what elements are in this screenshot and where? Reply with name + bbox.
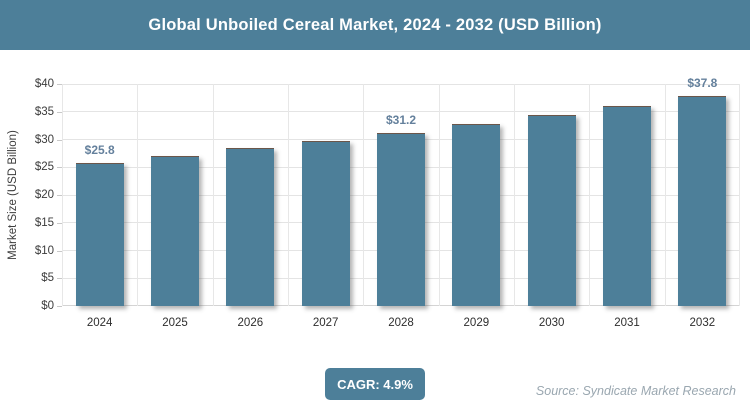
y-tick-label: $40 (34, 78, 54, 90)
y-tick-label: $25 (34, 161, 54, 174)
v-gridline (589, 84, 591, 306)
v-gridline (137, 84, 139, 306)
h-gridline (62, 83, 740, 85)
y-tick-mark (57, 111, 62, 113)
bar-2025 (151, 155, 199, 306)
bar-2029 (452, 123, 501, 306)
plot-area: $25.8 $31.2 $37.8 (62, 76, 740, 306)
data-label-2024: $25.8 (84, 142, 115, 157)
y-tick-mark (57, 306, 62, 307)
bar-2027 (301, 140, 350, 306)
x-tick-label-2031: 2031 (614, 317, 640, 329)
cagr-badge: CAGR: 4.9% (325, 368, 425, 400)
y-tick-mark (57, 84, 62, 85)
data-label-2032: $37.8 (687, 76, 718, 91)
y-tick-label: $30 (34, 133, 54, 146)
y-tick-mark (57, 139, 62, 141)
v-gridline (363, 84, 365, 306)
x-tick-label-2024: 2024 (86, 317, 113, 329)
y-tick-mark (57, 195, 62, 196)
bar-2026 (226, 148, 275, 306)
x-tick-label-2027: 2027 (312, 317, 339, 329)
y-tick-label: $35 (34, 105, 54, 118)
x-tick-label-2029: 2029 (463, 317, 490, 329)
bar-2024 (75, 162, 124, 306)
y-tick-mark (57, 250, 62, 252)
x-tick-label-2026: 2026 (237, 317, 264, 329)
x-tick-label-2028: 2028 (388, 317, 414, 329)
y-tick-mark (57, 167, 62, 169)
y-tick-label: $5 (41, 272, 54, 285)
v-gridline (438, 84, 440, 306)
bar-2032 (678, 96, 727, 306)
h-gridline (62, 111, 740, 113)
v-gridline (212, 84, 214, 306)
v-gridline (514, 84, 515, 306)
y-tick-label: $15 (34, 216, 54, 229)
data-label-2028: $31.2 (385, 112, 417, 127)
v-gridline (62, 84, 63, 306)
y-tick-label: $20 (34, 189, 54, 201)
chart-title: Global Unboiled Cereal Market, 2024 - 20… (148, 15, 602, 34)
y-tick-mark (57, 222, 62, 224)
y-tick-label: $0 (41, 300, 54, 312)
x-tick-label-2030: 2030 (538, 317, 565, 329)
y-tick-mark (57, 278, 62, 280)
bar-2031 (603, 105, 651, 306)
bar-2028 (377, 132, 425, 306)
v-gridline (664, 84, 666, 306)
v-gridline (288, 84, 289, 306)
source-text: Source: Syndicate Market Research (535, 384, 736, 398)
v-gridline (739, 84, 740, 306)
y-tick-label: $10 (34, 244, 54, 257)
chart-title-bar: Global Unboiled Cereal Market, 2024 - 20… (0, 0, 750, 50)
cagr-label: CAGR: 4.9% (337, 376, 413, 392)
bar-2030 (527, 115, 576, 306)
x-tick-label-2025: 2025 (162, 317, 188, 329)
x-tick-label-2032: 2032 (689, 317, 716, 329)
